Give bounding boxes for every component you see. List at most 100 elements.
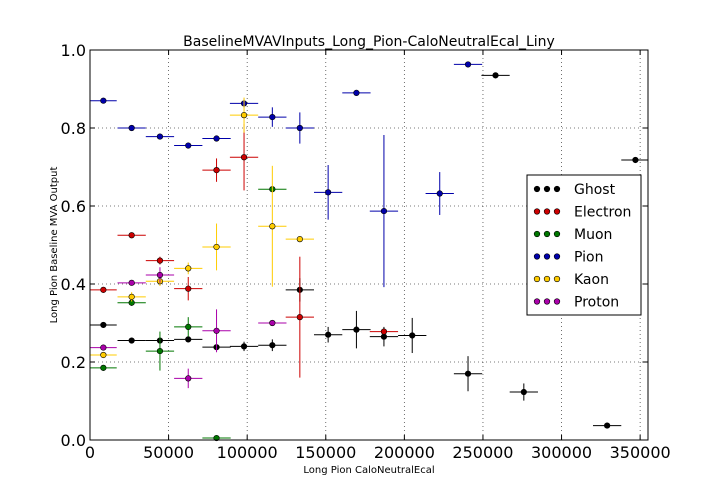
data-point — [436, 190, 443, 197]
legend-marker — [533, 230, 541, 238]
x-tick-label: 50000 — [143, 443, 194, 462]
chart-title: BaselineMVAVInputs_Long_Pion-CaloNeutral… — [183, 34, 555, 50]
legend-label: Proton — [574, 295, 619, 311]
legend-label: Electron — [574, 205, 631, 221]
y-tick-label: 0.2 — [61, 353, 86, 372]
legend-entry-proton: Proton — [533, 295, 619, 311]
data-point — [185, 142, 192, 149]
legend-label: Pion — [574, 250, 603, 266]
legend-label: Muon — [574, 227, 612, 243]
x-tick-label: 200000 — [374, 443, 435, 462]
data-point — [213, 434, 220, 442]
data-point — [604, 422, 611, 429]
data-point — [156, 347, 164, 355]
plot-data — [90, 61, 648, 442]
legend-marker — [553, 208, 561, 215]
data-point — [185, 323, 192, 331]
data-point — [269, 223, 276, 230]
data-point — [492, 72, 499, 79]
data-point — [185, 375, 192, 382]
data-point — [353, 326, 360, 333]
legend-label: Ghost — [574, 182, 616, 198]
data-point — [353, 89, 360, 96]
data-point — [240, 343, 248, 350]
data-point — [156, 133, 164, 140]
data-point — [269, 113, 276, 121]
data-point — [240, 112, 248, 119]
data-point — [296, 124, 303, 132]
series-proton — [90, 267, 287, 389]
legend-marker — [533, 275, 541, 283]
data-point — [100, 351, 107, 359]
data-point — [128, 337, 135, 344]
legend-marker — [553, 185, 561, 193]
legend-entry-electron: Electron — [533, 205, 631, 221]
data-point — [185, 285, 192, 292]
data-point — [100, 321, 107, 329]
legend-marker — [533, 253, 541, 260]
data-point — [128, 293, 135, 300]
legend-box — [526, 174, 642, 316]
data-point — [213, 135, 220, 142]
data-point — [128, 232, 135, 239]
x-tick-label: 100000 — [217, 443, 278, 462]
data-point — [156, 257, 164, 264]
legend-marker — [553, 298, 561, 305]
data-point — [213, 167, 220, 174]
series-pion — [90, 61, 483, 288]
data-point — [380, 333, 388, 340]
data-point — [325, 331, 332, 338]
data-point — [296, 314, 303, 321]
data-point — [464, 61, 472, 68]
data-point — [185, 265, 192, 272]
legend-entry-muon: Muon — [533, 227, 612, 243]
legend-marker — [553, 253, 561, 260]
data-point — [100, 344, 107, 351]
legend-marker — [533, 185, 541, 193]
data-point — [185, 336, 192, 343]
data-point — [380, 328, 388, 335]
axis-ticks: 0 50000 100000 150000 200000 250000 300000 3500… — [61, 41, 671, 462]
legend-entry-kaon: Kaon — [533, 272, 609, 288]
legend: Ghost Electron Muon Pion Kaon Proton — [526, 174, 642, 316]
x-tick-label: 300000 — [531, 443, 592, 462]
data-point — [156, 271, 164, 279]
plot-frame — [89, 49, 649, 441]
y-tick-label: 0.6 — [61, 197, 86, 216]
data-point — [128, 124, 135, 132]
legend-entry-pion: Pion — [533, 250, 603, 266]
y-tick-label: 1.0 — [61, 41, 86, 60]
x-tick-label: 350000 — [610, 443, 671, 462]
data-point — [213, 243, 220, 251]
data-point — [409, 332, 416, 339]
legend-marker — [533, 208, 541, 215]
legend-marker — [543, 185, 551, 193]
data-point — [100, 97, 107, 104]
legend-marker — [543, 230, 551, 238]
data-point — [380, 207, 388, 215]
data-point — [269, 342, 276, 349]
y-tick-label: 0.4 — [61, 275, 86, 294]
legend-marker — [533, 298, 541, 305]
legend-marker — [553, 230, 561, 238]
y-axis-label: Long Pion Baseline MVA Output — [49, 167, 60, 324]
data-point — [240, 154, 248, 161]
y-tick-label: 0.8 — [61, 119, 86, 138]
data-point — [213, 327, 220, 334]
legend-marker — [543, 275, 551, 283]
legend-marker — [553, 275, 561, 283]
legend-entry-ghost: Ghost — [533, 182, 616, 198]
series-ghost — [90, 72, 648, 429]
data-point — [269, 319, 276, 327]
x-tick-label: 0 — [85, 443, 95, 462]
x-axis-label: Long Pion CaloNeutralEcal — [303, 465, 434, 476]
x-tick-label: 250000 — [452, 443, 513, 462]
legend-marker — [543, 253, 551, 260]
data-point — [100, 364, 107, 371]
data-point — [296, 236, 303, 243]
legend-label: Kaon — [574, 272, 609, 288]
y-tick-label: 0.0 — [61, 431, 86, 450]
data-point — [128, 279, 135, 286]
data-point — [464, 370, 472, 377]
